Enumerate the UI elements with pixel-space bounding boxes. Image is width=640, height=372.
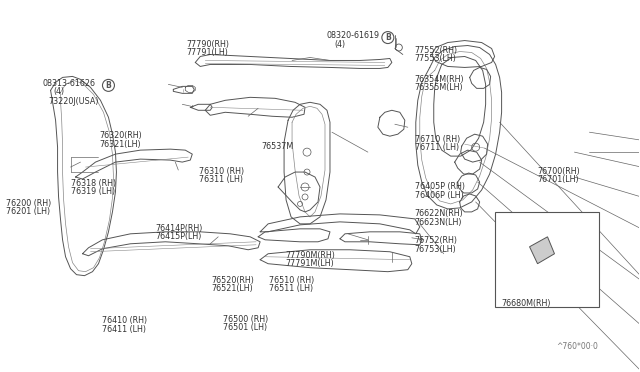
Text: 76415P(LH): 76415P(LH) [156,232,202,241]
Text: 76320(RH): 76320(RH) [100,131,143,140]
Text: 76414P(RH): 76414P(RH) [156,224,203,233]
Text: 77791(LH): 77791(LH) [186,48,228,57]
Text: 73220J(USA): 73220J(USA) [49,97,99,106]
Text: 76710 (RH): 76710 (RH) [415,135,460,144]
Text: 76405P (RH): 76405P (RH) [415,182,465,191]
Text: 76321(LH): 76321(LH) [100,140,141,149]
Text: 76753(LH): 76753(LH) [415,244,456,254]
Text: 76406P (LH): 76406P (LH) [415,191,463,200]
Text: 76201 (LH): 76201 (LH) [6,208,50,217]
Bar [495,212,600,307]
Text: (4): (4) [53,87,64,96]
Text: 76410 (RH): 76410 (RH) [102,317,147,326]
Text: 77790(RH): 77790(RH) [186,39,229,49]
Text: 76520(RH): 76520(RH) [211,276,254,285]
Text: 08320-61619: 08320-61619 [326,31,380,40]
Text: 76354M(RH): 76354M(RH) [415,75,464,84]
Text: 76510 (RH): 76510 (RH) [269,276,314,285]
Text: 76501 (LH): 76501 (LH) [223,324,267,333]
Text: (4): (4) [335,39,346,49]
Text: 76411 (LH): 76411 (LH) [102,325,145,334]
Text: 08313-61626: 08313-61626 [42,78,95,87]
Text: B: B [385,33,391,42]
Text: 76752(RH): 76752(RH) [415,236,458,245]
Text: 76521(LH): 76521(LH) [211,284,253,293]
Polygon shape [529,237,554,264]
Text: 76310 (RH): 76310 (RH) [198,167,244,176]
Text: 77553(LH): 77553(LH) [415,54,456,64]
Text: 76318 (RH): 76318 (RH) [71,179,116,187]
Text: ^760*00·0: ^760*00·0 [556,342,598,351]
Text: 76511 (LH): 76511 (LH) [269,284,313,293]
Text: 76622N(RH): 76622N(RH) [415,209,463,218]
Text: 76701(LH): 76701(LH) [537,175,579,184]
Text: 76311 (LH): 76311 (LH) [198,175,243,184]
Text: 76680M(RH): 76680M(RH) [502,299,551,308]
Text: 77552(RH): 77552(RH) [415,46,458,55]
Text: 77791M(LH): 77791M(LH) [285,259,333,268]
Text: 76319 (LH): 76319 (LH) [71,187,115,196]
Text: 77790M(RH): 77790M(RH) [285,251,335,260]
Text: 76711 (LH): 76711 (LH) [415,143,459,153]
Text: 76200 (RH): 76200 (RH) [6,199,51,208]
Text: 76355M(LH): 76355M(LH) [415,83,463,92]
Text: 76700(RH): 76700(RH) [537,167,580,176]
Text: 76537M: 76537M [261,141,294,151]
Text: 76500 (RH): 76500 (RH) [223,315,268,324]
Text: 76623N(LH): 76623N(LH) [415,218,462,227]
Text: B: B [106,81,111,90]
